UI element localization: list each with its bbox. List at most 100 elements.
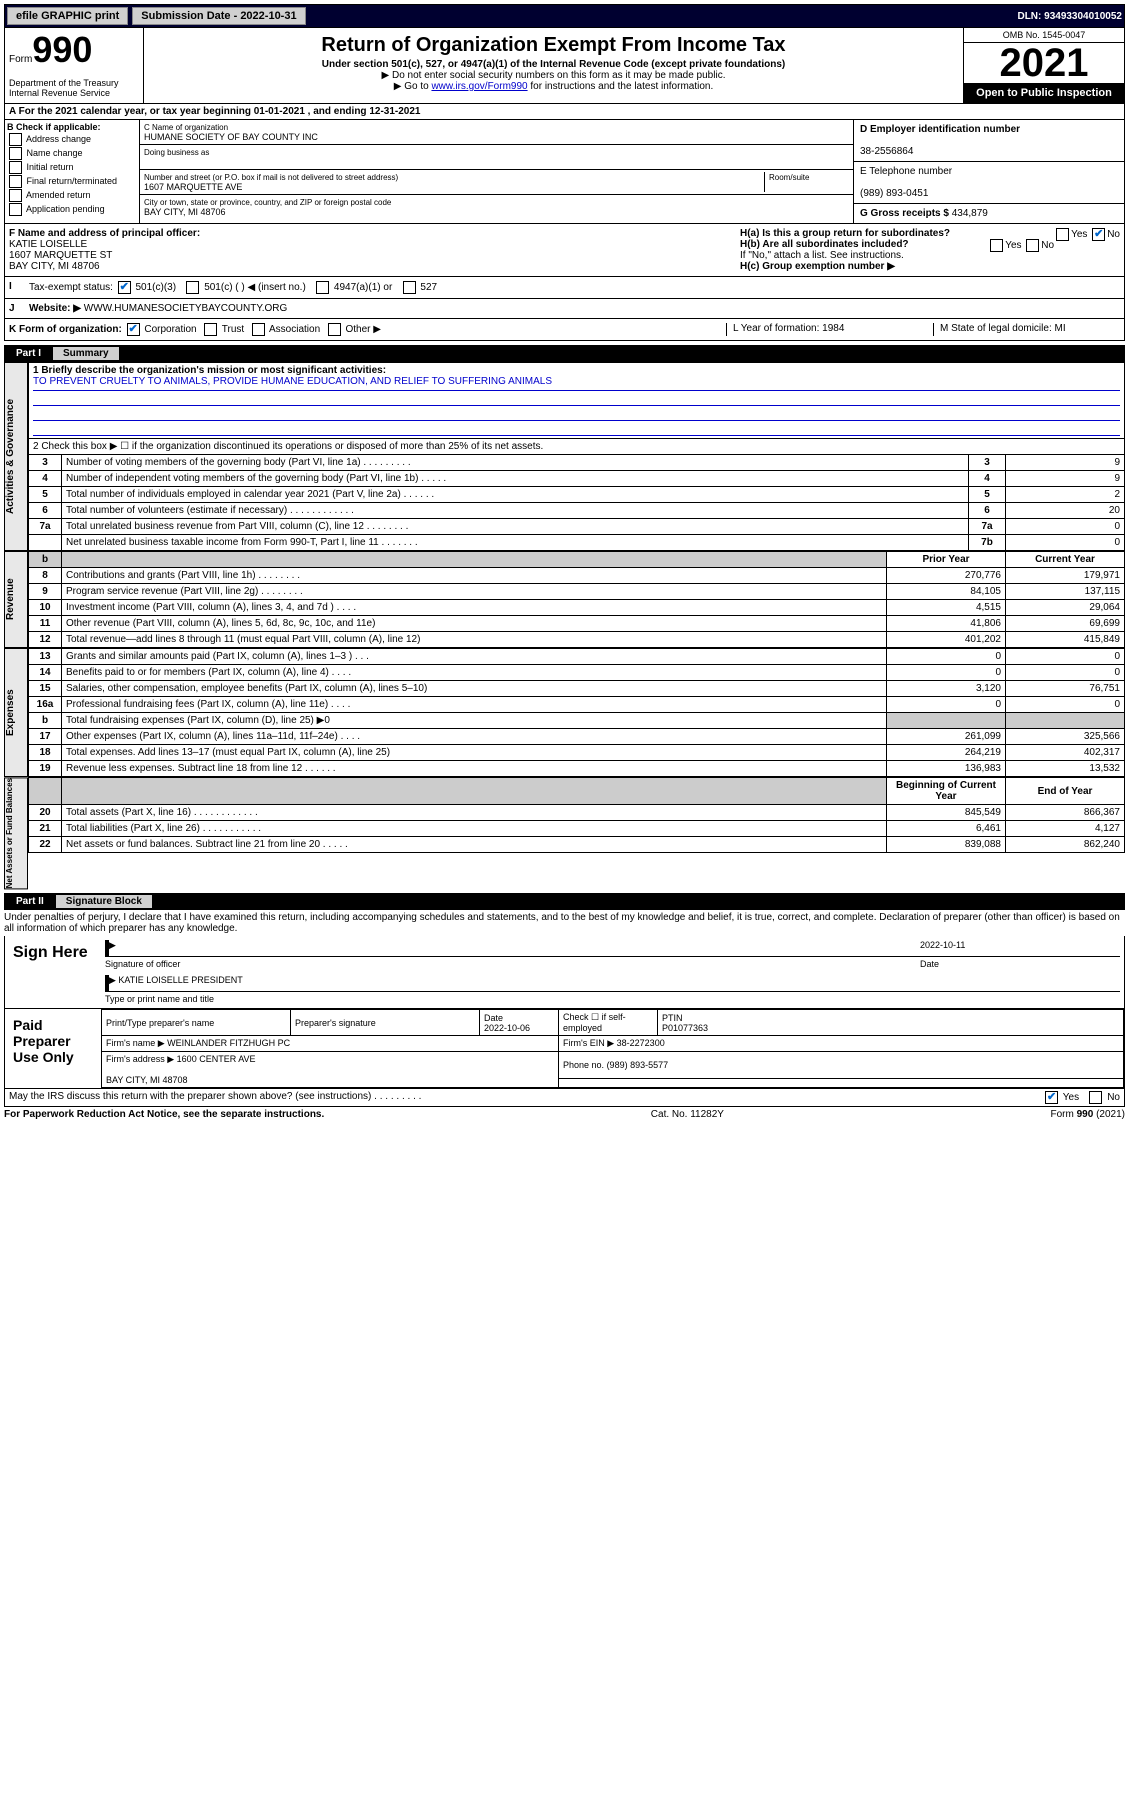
ha-label: H(a) Is this a group return for subordin… bbox=[740, 228, 950, 239]
phone-label: E Telephone number bbox=[860, 166, 952, 177]
exp-line-17: 17Other expenses (Part IX, column (A), l… bbox=[29, 729, 1125, 745]
may-irs-row: May the IRS discuss this return with the… bbox=[4, 1089, 1125, 1107]
gov-line-6: 6Total number of volunteers (estimate if… bbox=[29, 503, 1125, 519]
hb-note: If "No," attach a list. See instructions… bbox=[740, 250, 1120, 261]
chk-trust[interactable] bbox=[204, 323, 217, 336]
chk-assoc[interactable] bbox=[252, 323, 265, 336]
ein: 38-2556864 bbox=[860, 146, 913, 157]
col-b-checkboxes: B Check if applicable: Address change Na… bbox=[5, 120, 140, 223]
chk-name-change[interactable]: Name change bbox=[7, 147, 137, 160]
org-name: HUMANE SOCIETY OF BAY COUNTY INC bbox=[144, 132, 318, 142]
footer-mid: Cat. No. 11282Y bbox=[651, 1109, 724, 1120]
beg-year-hdr: Beginning of Current Year bbox=[887, 778, 1006, 805]
signature-block: Sign Here ▶ Signature of officer 2022-10… bbox=[4, 936, 1125, 1089]
gov-line-7a: 7aTotal unrelated business revenue from … bbox=[29, 519, 1125, 535]
chk-527[interactable] bbox=[403, 281, 416, 294]
na-line-20: 20Total assets (Part X, line 16) . . . .… bbox=[29, 805, 1125, 821]
check-self-employed[interactable]: Check ☐ if self-employed bbox=[559, 1010, 658, 1036]
prior-year-hdr: Prior Year bbox=[887, 552, 1006, 568]
city-label: City or town, state or province, country… bbox=[144, 198, 391, 207]
street-label: Number and street (or P.O. box if mail i… bbox=[144, 173, 398, 182]
chk-may-no[interactable] bbox=[1089, 1091, 1102, 1104]
prep-date: 2022-10-06 bbox=[484, 1023, 530, 1033]
rev-line-8: 8Contributions and grants (Part VIII, li… bbox=[29, 568, 1125, 584]
officer-label: F Name and address of principal officer: bbox=[9, 228, 200, 239]
expenses-side-label: Expenses bbox=[4, 648, 28, 777]
mission-text: TO PREVENT CRUELTY TO ANIMALS, PROVIDE H… bbox=[33, 376, 1120, 391]
k-label: K Form of organization: bbox=[9, 324, 122, 335]
netassets-side-label: Net Assets or Fund Balances bbox=[4, 777, 28, 889]
sign-here-label: Sign Here bbox=[5, 936, 101, 1008]
chk-4947[interactable] bbox=[316, 281, 329, 294]
name-label: C Name of organization bbox=[144, 123, 228, 132]
row-k: K Form of organization: Corporation Trus… bbox=[4, 319, 1125, 341]
declaration: Under penalties of perjury, I declare th… bbox=[4, 910, 1125, 936]
col-d-ein: D Employer identification number 38-25568… bbox=[853, 120, 1124, 223]
prep-sig-label: Preparer's signature bbox=[291, 1010, 480, 1036]
note-no-ssn: ▶ Do not enter social security numbers o… bbox=[148, 70, 959, 81]
sig-officer-label: Signature of officer bbox=[105, 959, 180, 969]
efile-button[interactable]: efile GRAPHIC print bbox=[7, 7, 128, 25]
col-c-org-name: C Name of organizationHUMANE SOCIETY OF … bbox=[140, 120, 853, 223]
officer-addr1: 1607 MARQUETTE ST bbox=[9, 250, 112, 261]
ein-label: D Employer identification number bbox=[860, 124, 1020, 135]
hc-label: H(c) Group exemption number ▶ bbox=[740, 261, 895, 272]
submission-date-button[interactable]: Submission Date - 2022-10-31 bbox=[132, 7, 305, 25]
exp-line-19: 19Revenue less expenses. Subtract line 1… bbox=[29, 761, 1125, 777]
chk-other[interactable] bbox=[328, 323, 341, 336]
na-line-21: 21Total liabilities (Part X, line 26) . … bbox=[29, 821, 1125, 837]
firm-name: WEINLANDER FITZHUGH PC bbox=[167, 1038, 290, 1048]
website-value: WWW.HUMANESOCIETYBAYCOUNTY.ORG bbox=[84, 303, 288, 314]
current-year-hdr: Current Year bbox=[1006, 552, 1125, 568]
date-label: Date bbox=[920, 959, 939, 969]
chk-may-yes[interactable] bbox=[1045, 1091, 1058, 1104]
chk-501c[interactable] bbox=[186, 281, 199, 294]
part2-header: Part II Signature Block bbox=[4, 893, 1125, 910]
state-domicile: M State of legal domicile: MI bbox=[933, 323, 1120, 336]
firm-addr2: BAY CITY, MI 48708 bbox=[106, 1075, 188, 1085]
gov-line-5: 5Total number of individuals employed in… bbox=[29, 487, 1125, 503]
chk-final-return[interactable]: Final return/terminated bbox=[7, 175, 137, 188]
chk-501c3[interactable] bbox=[118, 281, 131, 294]
tax-exempt-row: I Tax-exempt status: 501(c)(3) 501(c) ( … bbox=[4, 277, 1125, 299]
exp-line-18: 18Total expenses. Add lines 13–17 (must … bbox=[29, 745, 1125, 761]
room-label: Room/suite bbox=[769, 173, 809, 182]
exp-line-16a: 16aProfessional fundraising fees (Part I… bbox=[29, 697, 1125, 713]
exp-line-15: 15Salaries, other compensation, employee… bbox=[29, 681, 1125, 697]
form-number: 990 bbox=[32, 29, 92, 70]
part1-label: Part I bbox=[10, 348, 47, 359]
row-f-officer: F Name and address of principal officer:… bbox=[4, 224, 1125, 277]
chk-address-change[interactable]: Address change bbox=[7, 133, 137, 146]
gross-label: G Gross receipts $ bbox=[860, 208, 949, 219]
firm-phone: (989) 893-5577 bbox=[607, 1060, 669, 1070]
rev-line-11: 11Other revenue (Part VIII, column (A), … bbox=[29, 616, 1125, 632]
irs-link[interactable]: www.irs.gov/Form990 bbox=[431, 81, 527, 92]
city: BAY CITY, MI 48706 bbox=[144, 207, 226, 217]
chk-amended[interactable]: Amended return bbox=[7, 189, 137, 202]
form-header: Form990 Department of the Treasury Inter… bbox=[4, 28, 1125, 104]
may-irs-text: May the IRS discuss this return with the… bbox=[9, 1091, 1043, 1104]
dln-label: DLN: 93493304010052 bbox=[1017, 11, 1122, 22]
year-box: OMB No. 1545-0047 2021 Open to Public In… bbox=[963, 28, 1124, 103]
form-label: Form bbox=[9, 54, 32, 65]
ptin: P01077363 bbox=[662, 1023, 708, 1033]
street: 1607 MARQUETTE AVE bbox=[144, 182, 242, 192]
part2-title: Signature Block bbox=[56, 895, 152, 908]
sig-date: 2022-10-11 bbox=[920, 940, 1120, 957]
officer-addr2: BAY CITY, MI 48706 bbox=[9, 261, 100, 272]
chk-corp[interactable] bbox=[127, 323, 140, 336]
year-formation: L Year of formation: 1984 bbox=[726, 323, 933, 336]
exp-line-16b: bTotal fundraising expenses (Part IX, co… bbox=[29, 713, 1125, 729]
open-inspection: Open to Public Inspection bbox=[964, 83, 1124, 103]
part1-header: Part I Summary bbox=[4, 345, 1125, 362]
paid-preparer-label: Paid Preparer Use Only bbox=[5, 1009, 101, 1088]
preparer-table: Print/Type preparer's name Preparer's si… bbox=[101, 1009, 1124, 1088]
chk-initial-return[interactable]: Initial return bbox=[7, 161, 137, 174]
footer-left: For Paperwork Reduction Act Notice, see … bbox=[4, 1109, 324, 1120]
end-year-hdr: End of Year bbox=[1006, 778, 1125, 805]
chk-app-pending[interactable]: Application pending bbox=[7, 203, 137, 216]
status-label: Tax-exempt status: bbox=[29, 282, 113, 293]
part2-label: Part II bbox=[10, 896, 50, 907]
form-title: Return of Organization Exempt From Incom… bbox=[148, 34, 959, 57]
note-goto: ▶ Go to www.irs.gov/Form990 for instruct… bbox=[148, 81, 959, 92]
